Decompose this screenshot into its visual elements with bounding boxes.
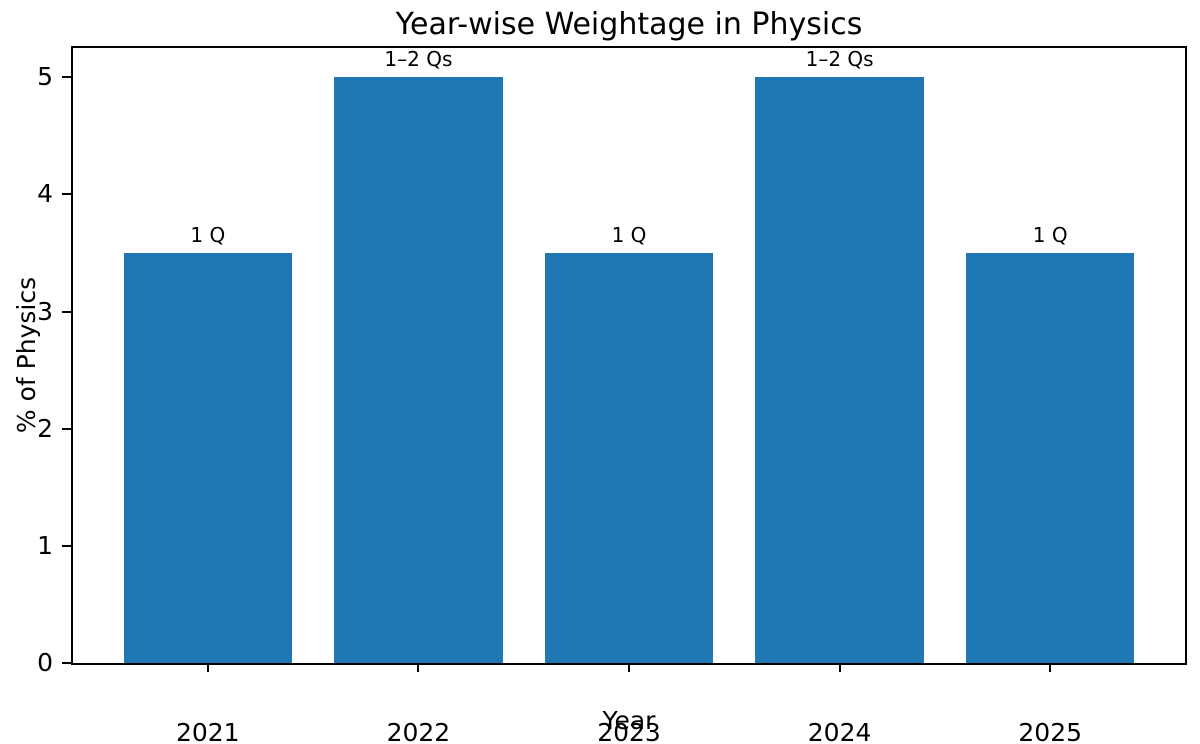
bar-value-label: 1 Q [611,223,647,247]
bar-2025 [965,253,1135,663]
y-tick-label: 3 [37,296,53,326]
x-tick-mark [1049,663,1052,672]
y-tick-mark [62,310,71,313]
y-tick-label: 2 [37,413,53,443]
x-tick-mark [838,663,841,672]
x-axis-label: Year [602,706,656,735]
x-tick-label: 2025 [1018,718,1083,744]
plot-area: 0 1 2 3 4 5 1 Q 2021 1–2 Qs 2022 1 Q 2023 1–2 Qs 2024… [37,46,1187,744]
x-tick-label: 2023 [597,718,661,744]
y-tick-mark [62,544,71,547]
x-tick-mark [628,663,630,672]
bar-2021 [123,253,293,663]
x-tick-label: 2022 [386,718,451,744]
x-tick-mark [417,663,420,672]
x-tick-label: 2021 [175,718,240,744]
bar-2024 [755,77,924,663]
x-tick-mark [206,663,209,672]
x-tick-label: 2024 [807,718,872,744]
bar-2023 [544,253,714,663]
y-tick-label: 1 [37,530,53,560]
y-tick-mark [62,193,71,196]
chart-title: Year-wise Weightage in Physics [395,7,863,42]
bar-2022 [334,77,503,663]
y-tick-label: 4 [37,179,53,209]
y-tick-mark [62,76,71,79]
bar-value-label: 1 Q [190,223,226,247]
bar-value-label: 1–2 Qs [384,47,453,72]
y-tick-mark [62,662,71,664]
bar-value-label: 1 Q [1032,223,1068,247]
y-tick-mark [62,427,71,430]
bar-value-label: 1–2 Qs [805,47,874,72]
y-tick-label: 5 [37,62,53,92]
y-tick-label: 0 [37,648,53,677]
